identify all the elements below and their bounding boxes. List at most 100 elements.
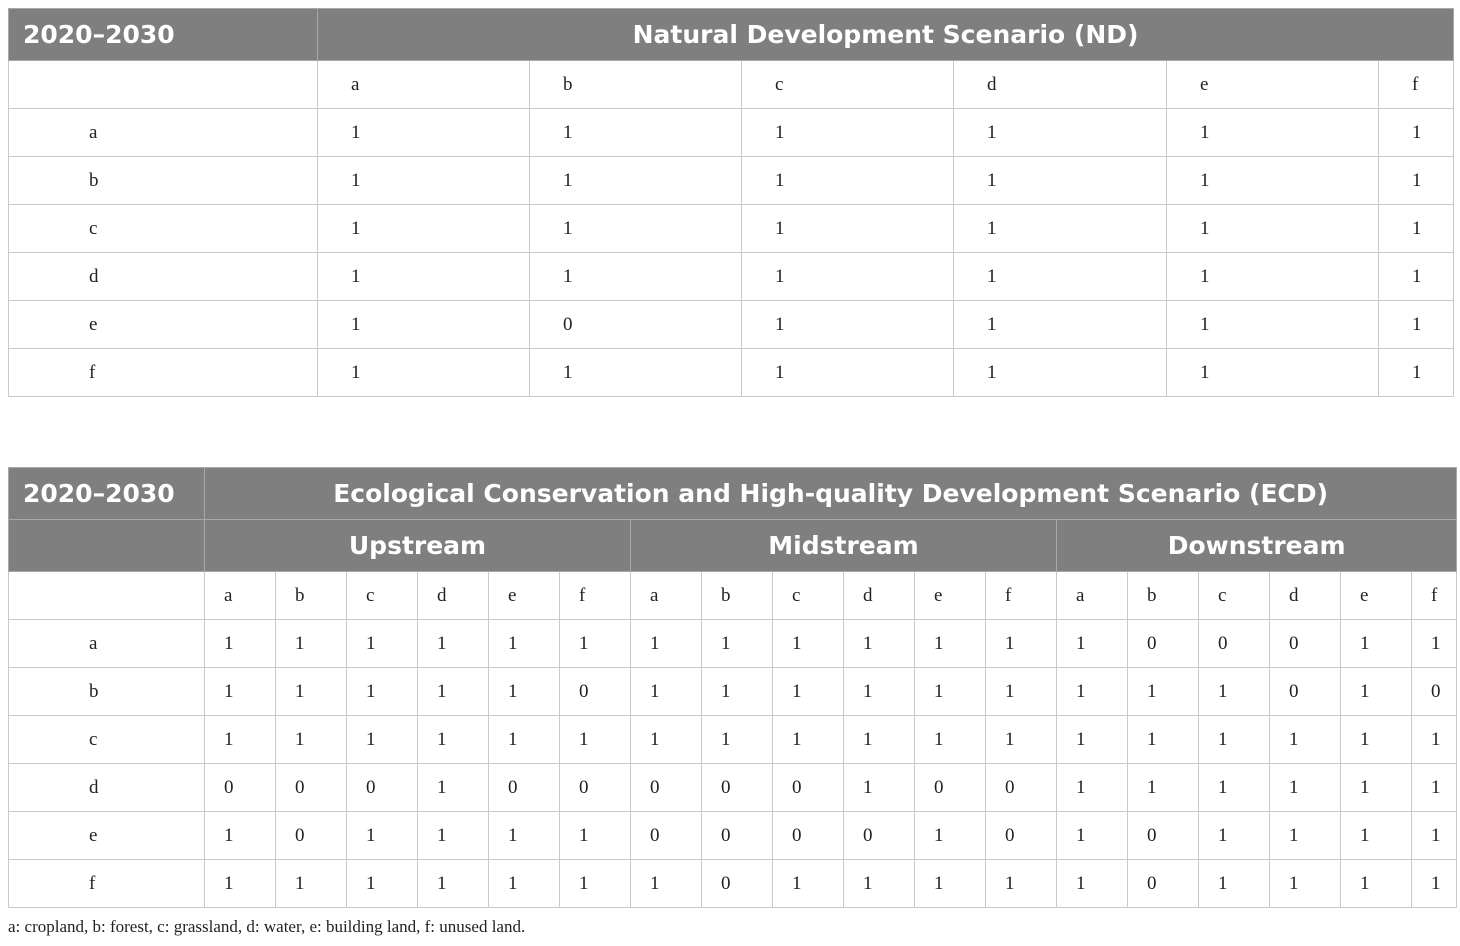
- ecd-value-cell: 1: [985, 715, 1057, 764]
- ecd-value-cell: 1: [417, 811, 489, 860]
- ecd-value-cell: 1: [417, 619, 489, 668]
- nd-value-cell: 1: [953, 156, 1167, 205]
- nd-row-label: b: [8, 156, 318, 205]
- group-downstream: Downstream: [1055, 519, 1458, 572]
- ecd-value-cell: 0: [985, 811, 1057, 860]
- ecd-value-cell: 0: [1410, 667, 1458, 716]
- ecd-column-header: d: [1269, 571, 1341, 620]
- ecd-column-header: d: [417, 571, 489, 620]
- ecd-value-cell: 1: [346, 859, 418, 908]
- ecd-value-cell: 1: [346, 667, 418, 716]
- nd-period-header: 2020–2030: [8, 8, 318, 61]
- ecd-row-label: d: [8, 763, 205, 812]
- ecd-value-cell: 0: [275, 811, 347, 860]
- ecd-value-cell: 1: [772, 619, 844, 668]
- nd-row-label: f: [8, 348, 318, 397]
- ecd-column-header: b: [1127, 571, 1199, 620]
- nd-value-cell: 1: [1377, 108, 1455, 157]
- nd-row-label: c: [8, 204, 318, 253]
- ecd-column-header: b: [275, 571, 347, 620]
- ecd-transition-table: 2020–2030 Ecological Conservation and Hi…: [8, 467, 1458, 908]
- nd-value-cell: 1: [317, 252, 530, 301]
- ecd-value-cell: 1: [843, 619, 915, 668]
- ecd-value-cell: 1: [275, 859, 347, 908]
- ecd-column-header: e: [488, 571, 560, 620]
- ecd-column-header: f: [1410, 571, 1458, 620]
- ecd-value-cell: 0: [346, 763, 418, 812]
- nd-value-cell: 1: [529, 108, 742, 157]
- ecd-value-cell: 1: [630, 667, 702, 716]
- ecd-value-cell: 1: [346, 715, 418, 764]
- ecd-value-cell: 1: [1269, 763, 1341, 812]
- nd-value-cell: 1: [1377, 156, 1455, 205]
- nd-column-header: e: [1166, 60, 1379, 109]
- ecd-value-cell: 1: [1340, 619, 1412, 668]
- ecd-value-cell: 0: [488, 763, 560, 812]
- ecd-value-cell: 1: [843, 763, 915, 812]
- ecd-value-cell: 1: [914, 715, 986, 764]
- nd-value-cell: 1: [529, 348, 742, 397]
- ecd-column-header: e: [914, 571, 986, 620]
- ecd-value-cell: 0: [772, 763, 844, 812]
- ecd-value-cell: 1: [701, 619, 773, 668]
- ecd-column-header: f: [985, 571, 1057, 620]
- ecd-value-cell: 1: [204, 667, 276, 716]
- footnote: a: cropland, b: forest, c: grassland, d:…: [8, 917, 526, 936]
- ecd-value-cell: 1: [1198, 667, 1270, 716]
- ecd-row-label: b: [8, 667, 205, 716]
- nd-value-cell: 1: [1377, 300, 1455, 349]
- ecd-value-cell: 1: [204, 859, 276, 908]
- nd-value-cell: 1: [953, 252, 1167, 301]
- nd-value-cell: 1: [317, 300, 530, 349]
- ecd-value-cell: 1: [1127, 763, 1199, 812]
- ecd-column-header: a: [1056, 571, 1128, 620]
- group-midstream: Midstream: [630, 519, 1057, 572]
- ecd-value-cell: 1: [843, 715, 915, 764]
- ecd-column-header: d: [843, 571, 915, 620]
- ecd-value-cell: 0: [559, 667, 631, 716]
- ecd-value-cell: 1: [488, 667, 560, 716]
- ecd-value-cell: 0: [559, 763, 631, 812]
- ecd-value-cell: 1: [630, 859, 702, 908]
- ecd-value-cell: 1: [417, 763, 489, 812]
- nd-value-cell: 1: [317, 348, 530, 397]
- ecd-value-cell: 1: [1056, 763, 1128, 812]
- nd-corner-cell: [8, 60, 318, 109]
- ecd-value-cell: 1: [701, 667, 773, 716]
- nd-value-cell: 1: [529, 204, 742, 253]
- nd-value-cell: 1: [1166, 300, 1379, 349]
- nd-value-cell: 1: [317, 204, 530, 253]
- ecd-row-label: c: [8, 715, 205, 764]
- nd-column-header: a: [317, 60, 530, 109]
- ecd-value-cell: 1: [1127, 667, 1199, 716]
- ecd-period-header: 2020–2030: [8, 467, 205, 520]
- nd-value-cell: 1: [1166, 348, 1379, 397]
- ecd-value-cell: 1: [1198, 811, 1270, 860]
- nd-value-cell: 1: [953, 108, 1167, 157]
- nd-value-cell: 1: [1377, 348, 1455, 397]
- ecd-value-cell: 0: [275, 763, 347, 812]
- ecd-value-cell: 1: [914, 859, 986, 908]
- ecd-value-cell: 1: [488, 811, 560, 860]
- ecd-column-header: c: [772, 571, 844, 620]
- nd-value-cell: 1: [1166, 204, 1379, 253]
- nd-value-cell: 1: [953, 300, 1167, 349]
- ecd-column-header: f: [559, 571, 631, 620]
- ecd-value-cell: 1: [204, 619, 276, 668]
- ecd-value-cell: 1: [1056, 715, 1128, 764]
- ecd-value-cell: 1: [1340, 811, 1412, 860]
- ecd-value-cell: 1: [275, 619, 347, 668]
- ecd-value-cell: 1: [1410, 763, 1458, 812]
- ecd-value-cell: 1: [559, 619, 631, 668]
- ecd-value-cell: 1: [772, 667, 844, 716]
- nd-value-cell: 1: [1377, 204, 1455, 253]
- ecd-value-cell: 1: [1340, 859, 1412, 908]
- ecd-group-corner: [8, 519, 205, 572]
- ecd-row-label: f: [8, 859, 205, 908]
- ecd-value-cell: 1: [630, 715, 702, 764]
- ecd-value-cell: 0: [1269, 667, 1341, 716]
